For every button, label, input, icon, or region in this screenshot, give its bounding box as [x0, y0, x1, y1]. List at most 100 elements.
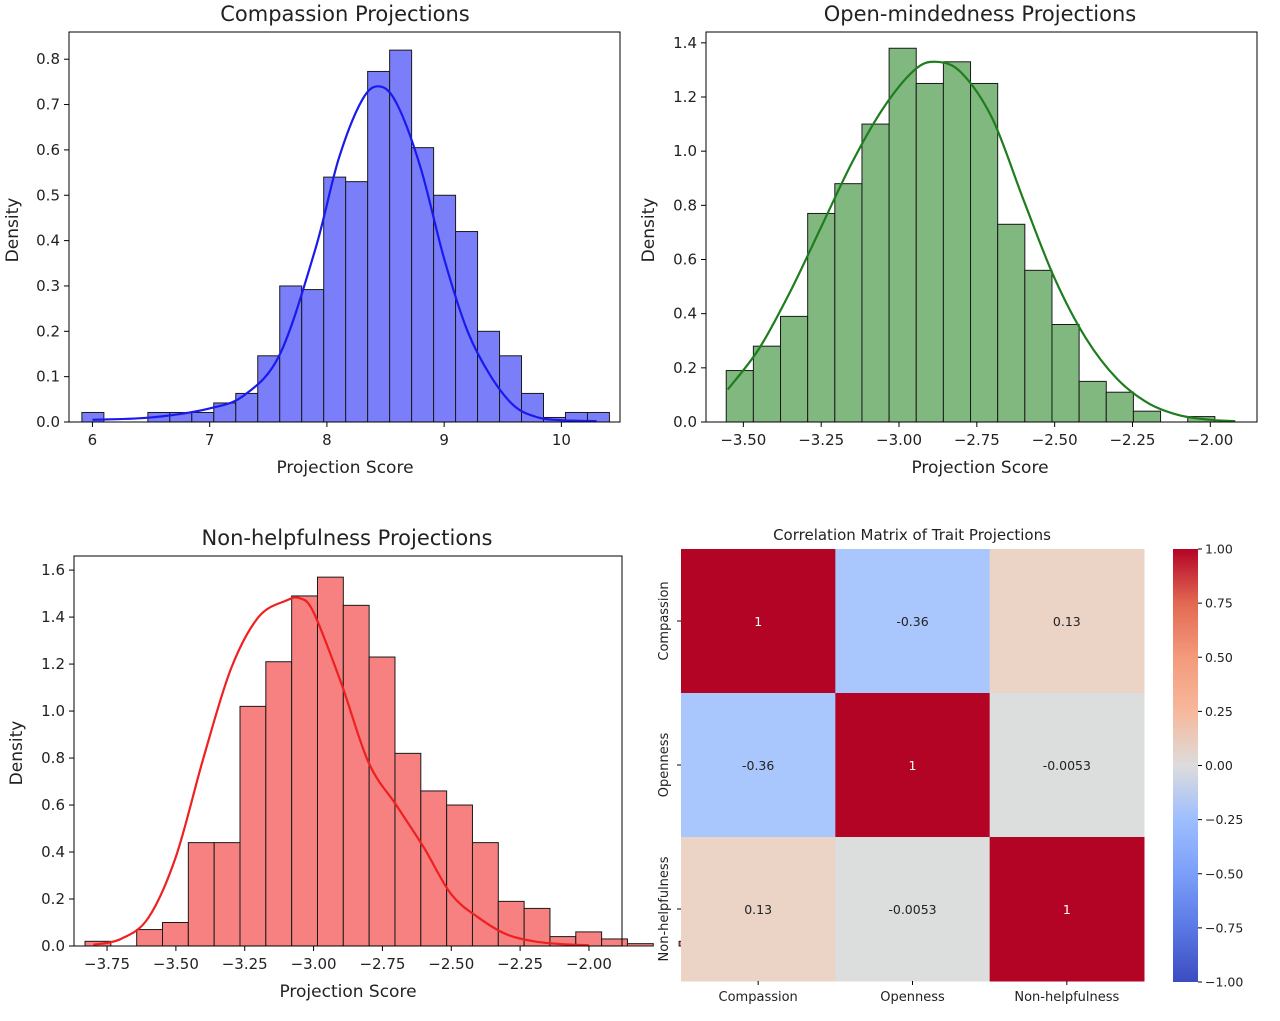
x-tick-label: −2.25 [1109, 431, 1155, 449]
heatmap-cell-label: 1 [1063, 902, 1071, 917]
y-tick-label: 0.0 [41, 937, 65, 955]
x-tick-label: Non-helpfulness [1014, 990, 1119, 1005]
heatmap-cell [835, 693, 991, 838]
histogram-bar [446, 804, 473, 947]
heatmap-cell-label: 1 [909, 758, 917, 773]
x-tick-label: 10 [552, 431, 571, 449]
histogram-bar [187, 842, 215, 947]
x-tick-label: −3.25 [798, 431, 844, 449]
plot-frame [705, 31, 1258, 423]
histogram-bar [1078, 380, 1107, 423]
y-tick-label: 0.8 [36, 50, 60, 68]
plot-frame [68, 31, 621, 423]
colorbar-tick-label: −0.50 [1205, 866, 1243, 881]
y-tick-label: 0.0 [36, 413, 60, 431]
y-tick-label: 1.6 [41, 561, 65, 579]
colorbar-tick-label: −1.00 [1205, 975, 1243, 990]
heatmap-cell-label: 1 [754, 614, 762, 629]
histogram-bar [1105, 391, 1134, 423]
x-tick-label: 8 [322, 431, 332, 449]
histogram-bar [471, 842, 499, 947]
y-tick-label: 1.2 [41, 655, 65, 673]
y-tick-label: 0.4 [41, 843, 65, 861]
chart-title: Compassion Projections [220, 2, 470, 26]
histogram-bar [257, 355, 281, 423]
histogram-bar [1132, 410, 1162, 423]
y-tick-label: 0.6 [36, 141, 60, 159]
histogram-bar [725, 370, 754, 423]
chart-title: Correlation Matrix of Trait Projections [773, 526, 1051, 544]
histogram-bar [915, 82, 944, 423]
histogram-bar [239, 705, 267, 947]
heatmap-cell [681, 693, 836, 838]
y-tick-label: 0.2 [673, 359, 697, 377]
histogram-bar [942, 61, 972, 423]
x-tick-label: −3.50 [720, 431, 766, 449]
y-tick-label: 0.6 [41, 796, 65, 814]
colorbar-tick-label: 0.00 [1205, 758, 1233, 773]
heatmap-cell-label: 0.13 [1053, 614, 1081, 629]
histogram-bar [477, 330, 501, 423]
heatmap-cell-label: -0.36 [742, 758, 774, 773]
x-tick-label: −2.00 [1187, 431, 1233, 449]
heatmap-cell [835, 549, 991, 694]
y-tick-label: 0.7 [36, 96, 60, 114]
y-tick-label: 0.2 [36, 322, 60, 340]
heatmap-cell [681, 549, 836, 694]
histogram-bar [323, 176, 347, 423]
histogram-bar [970, 82, 999, 423]
heatmap-cell [681, 837, 836, 982]
x-axis-label: Projection Score [279, 982, 416, 1002]
x-tick-label: −3.00 [291, 955, 337, 973]
y-tick-label: 0.3 [36, 277, 60, 295]
histogram-bar [834, 183, 863, 423]
y-tick-label: 0.1 [36, 368, 60, 386]
colorbar [1173, 549, 1198, 982]
heatmap-cell-label: 0.13 [744, 902, 772, 917]
x-tick-label: −2.75 [954, 431, 1000, 449]
histogram-bar [601, 938, 628, 947]
y-tick-label: 0.0 [673, 413, 697, 431]
histogram-bar [1051, 324, 1080, 423]
y-tick-label: 0.4 [36, 232, 60, 250]
colorbar-tick-label: 1.00 [1205, 542, 1233, 557]
heatmap-cell [989, 549, 1145, 694]
x-tick-label: −2.50 [1032, 431, 1078, 449]
correlation-heatmap: Correlation Matrix of Trait Projections … [657, 526, 1243, 1005]
heatmap-cell-label: -0.0053 [888, 902, 936, 917]
histogram-bar [389, 49, 413, 423]
y-tick-label: 1.0 [41, 702, 65, 720]
x-tick-label: −3.00 [876, 431, 922, 449]
compassion-histogram: Compassion Projections Projection Score … [3, 2, 621, 478]
colorbar-tick-label: −0.25 [1205, 812, 1243, 827]
colorbar-tick-label: 0.25 [1205, 704, 1233, 719]
histogram-bar [291, 595, 318, 947]
x-tick-label: 9 [439, 431, 449, 449]
y-axis-label: Density [639, 198, 659, 263]
y-tick-label: Non-helpfulness [657, 856, 672, 961]
y-tick-label: Openness [657, 733, 672, 798]
chart-title: Non-helpfulness Projections [202, 526, 493, 550]
x-tick-label: 7 [205, 431, 215, 449]
histogram-bar [626, 943, 654, 947]
kde-curve [726, 60, 1236, 423]
histogram-bar [888, 47, 917, 423]
y-tick-label: 0.5 [36, 186, 60, 204]
histogram-bar [861, 123, 890, 423]
histogram-bar [368, 656, 396, 947]
histogram-bar [265, 661, 293, 947]
x-axis-label: Projection Score [911, 458, 1048, 478]
histogram-bar [345, 181, 369, 423]
histogram-bar [162, 922, 189, 947]
x-tick-label: −3.75 [84, 955, 130, 973]
histogram-bar [191, 411, 215, 423]
colorbar-tick-label: 0.50 [1205, 650, 1233, 665]
histogram-bar [1024, 269, 1053, 423]
histogram-bar [394, 752, 422, 947]
y-tick-label: 1.4 [673, 34, 697, 52]
open-mindedness-histogram: Open-mindedness Projections Projection S… [639, 2, 1258, 478]
histogram-bar [136, 929, 164, 947]
y-tick-label: Compassion [657, 581, 672, 660]
y-tick-label: 1.4 [41, 608, 65, 626]
